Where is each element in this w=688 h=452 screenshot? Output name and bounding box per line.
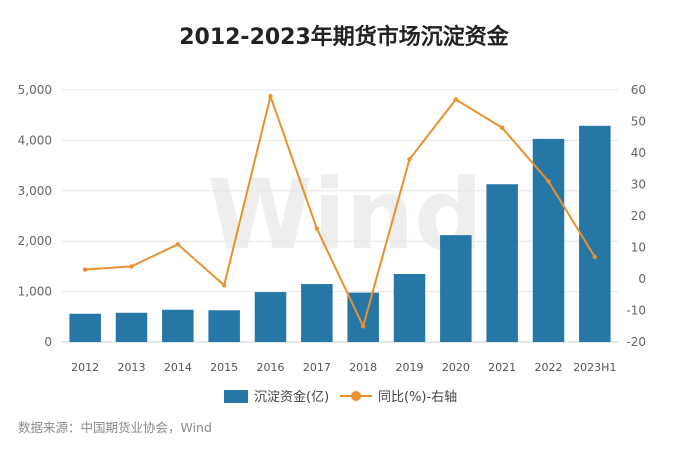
legend-label: 沉淀资金(亿) [254, 389, 329, 405]
left-axis-tick-label: 0 [44, 335, 52, 349]
left-axis-tick-label: 1,000 [18, 285, 52, 299]
bar [208, 310, 240, 342]
left-axis-tick-label: 4,000 [18, 133, 52, 147]
left-y-axis: 0 1,000 2,000 3,000 4,000 5,000 [18, 83, 52, 349]
right-axis-tick-label: 60 [631, 83, 646, 97]
line-point [175, 242, 181, 247]
legend-line-marker [351, 391, 361, 401]
line-point [221, 283, 227, 288]
bar [162, 309, 194, 342]
bar [301, 284, 333, 342]
x-axis-tick-label: 2015 [210, 361, 238, 374]
line-point [314, 226, 320, 231]
bar [347, 292, 379, 342]
left-axis-tick-label: 3,000 [18, 184, 52, 198]
line-point [129, 264, 134, 269]
right-axis-tick-label: 40 [631, 146, 646, 160]
x-axis: 2012 2013 2014 2015 2016 2017 2018 2019 2020 2021… [71, 361, 616, 374]
line-point [453, 97, 459, 102]
left-axis-tick-label: 5,000 [18, 83, 52, 97]
grid-lines [62, 89, 618, 343]
x-axis-tick-label: 2023H1 [573, 361, 616, 374]
legend-label: 同比(%)-右轴 [378, 390, 457, 405]
bar [486, 184, 518, 342]
right-axis-tick-label: -10 [626, 304, 646, 318]
chart-title: 2012-2023年期货市场沉淀资金 [179, 24, 510, 50]
x-axis-tick-label: 2012 [71, 361, 99, 374]
legend-bar-swatch [224, 390, 248, 403]
watermark: Wind [207, 159, 483, 271]
x-axis-tick-label: 2019 [396, 361, 424, 374]
x-axis-tick-label: 2013 [118, 361, 146, 374]
right-axis-tick-label: 0 [638, 272, 646, 286]
line-point [546, 179, 551, 184]
bar-series [69, 125, 611, 342]
source-note: 数据来源：中国期货业协会，Wind [18, 420, 212, 435]
x-axis-tick-label: 2014 [164, 361, 192, 374]
line-point [360, 324, 366, 329]
bar [532, 138, 565, 342]
right-axis-tick-label: -20 [626, 335, 646, 349]
bar [579, 125, 611, 342]
line-point [268, 94, 273, 99]
right-axis-tick-label: 50 [631, 115, 646, 129]
legend: 沉淀资金(亿) 同比(%)-右轴 [224, 389, 457, 405]
line-point [407, 157, 412, 162]
right-axis-tick-label: 20 [631, 209, 646, 223]
left-axis-tick-label: 2,000 [18, 234, 52, 248]
line-point [499, 125, 505, 130]
bar [254, 292, 287, 342]
bar [393, 273, 426, 342]
right-axis-tick-label: 30 [631, 178, 646, 192]
right-axis-tick-label: 10 [631, 241, 646, 255]
right-y-axis: -20 -10 0 10 20 30 40 50 60 [626, 83, 646, 349]
x-axis-tick-label: 2020 [442, 361, 470, 374]
x-axis-tick-label: 2022 [535, 361, 563, 374]
x-axis-tick-label: 2018 [349, 361, 377, 374]
bar [69, 313, 101, 342]
x-axis-tick-label: 2021 [488, 361, 516, 374]
bar [115, 312, 148, 342]
line-series [82, 92, 598, 330]
line-point [82, 267, 88, 272]
bar [440, 235, 472, 342]
series-line [85, 92, 596, 330]
line-point [592, 254, 598, 260]
x-axis-tick-label: 2016 [257, 361, 285, 374]
x-axis-tick-label: 2017 [303, 361, 331, 374]
